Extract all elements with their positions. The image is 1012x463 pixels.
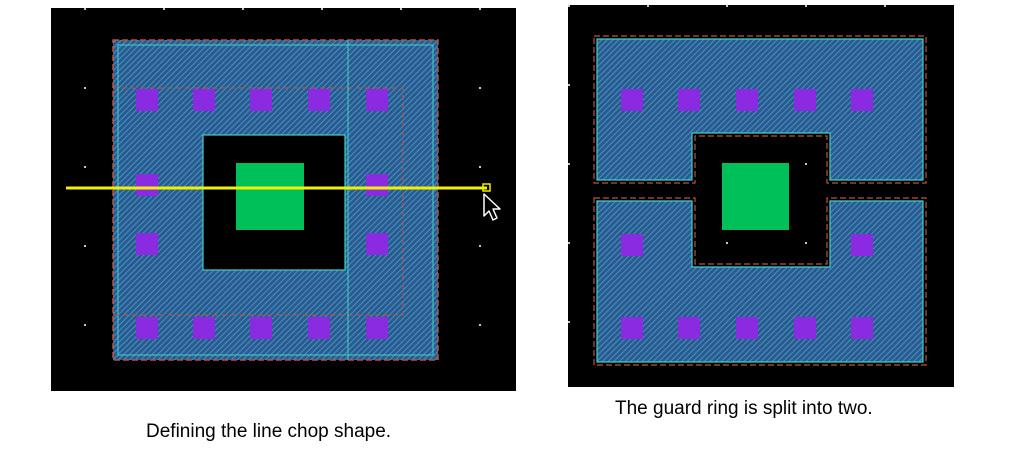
grid-dot bbox=[647, 5, 649, 7]
contact-square bbox=[193, 317, 215, 339]
contact-square bbox=[366, 89, 388, 111]
contact-square bbox=[136, 89, 158, 111]
layout-drawing-left bbox=[66, 8, 501, 361]
caption-left: Defining the line chop shape. bbox=[146, 421, 392, 442]
contact-square bbox=[794, 89, 816, 111]
grid-dot bbox=[805, 5, 807, 7]
contact-square bbox=[136, 317, 158, 339]
grid-dot bbox=[568, 242, 570, 244]
guard-ring-top-half bbox=[596, 38, 924, 181]
contact-square bbox=[794, 317, 816, 339]
grid-dot bbox=[805, 242, 807, 244]
layout-canvas-left[interactable] bbox=[51, 8, 516, 391]
grid-dot bbox=[84, 8, 86, 10]
contact-square bbox=[366, 174, 388, 196]
contact-square bbox=[193, 89, 215, 111]
guard-ring-top-half-outline bbox=[593, 35, 927, 184]
contact-square bbox=[678, 317, 700, 339]
center-block bbox=[236, 163, 304, 230]
grid-dot bbox=[163, 8, 165, 10]
center-block bbox=[722, 163, 789, 230]
layout-canvas-right[interactable] bbox=[568, 5, 954, 387]
contact-square bbox=[250, 317, 272, 339]
contact-square bbox=[851, 234, 873, 256]
contact-square bbox=[621, 89, 643, 111]
chop-line-endpoint-handle[interactable] bbox=[482, 183, 491, 192]
grid-dot bbox=[884, 5, 886, 7]
grid-dot bbox=[84, 87, 86, 89]
guard-ring-bottom-half-outline bbox=[593, 197, 927, 366]
guard-ring-shape bbox=[113, 40, 438, 360]
mouse-pointer-icon bbox=[483, 193, 501, 221]
grid-dot bbox=[479, 8, 481, 10]
guard-ring-outline-inner bbox=[117, 44, 434, 356]
contact-square bbox=[366, 233, 388, 255]
grid-dot bbox=[726, 5, 728, 7]
contact-square bbox=[308, 89, 330, 111]
contacts-left bbox=[136, 89, 388, 339]
contact-square bbox=[621, 234, 643, 256]
grid-dot bbox=[479, 87, 481, 89]
grid-dot bbox=[479, 324, 481, 326]
grid-dot bbox=[568, 321, 570, 323]
grid-dot bbox=[84, 245, 86, 247]
layout-drawing-right bbox=[568, 5, 927, 366]
contact-square bbox=[621, 317, 643, 339]
contact-square bbox=[136, 174, 158, 196]
contact-square bbox=[678, 89, 700, 111]
diffusion-outline-inner bbox=[112, 87, 404, 316]
contact-square bbox=[250, 89, 272, 111]
contact-square bbox=[736, 89, 758, 111]
grid-dot bbox=[321, 8, 323, 10]
grid-dot bbox=[805, 163, 807, 165]
grid-dot bbox=[242, 8, 244, 10]
contact-square bbox=[851, 89, 873, 111]
grid-dot bbox=[568, 163, 570, 165]
grid-dot bbox=[726, 242, 728, 244]
grid-dot bbox=[84, 324, 86, 326]
grid-dot bbox=[479, 245, 481, 247]
grid-dot bbox=[84, 166, 86, 168]
caption-right: The guard ring is split into two. bbox=[615, 398, 873, 419]
grid-dot bbox=[400, 8, 402, 10]
grid-dot bbox=[568, 5, 570, 7]
contact-square bbox=[851, 317, 873, 339]
contact-square bbox=[736, 317, 758, 339]
contact-square bbox=[366, 317, 388, 339]
contact-square bbox=[136, 233, 158, 255]
contacts-right bbox=[621, 89, 873, 339]
grid-dot bbox=[479, 166, 481, 168]
contact-square bbox=[308, 317, 330, 339]
grid-dot bbox=[568, 84, 570, 86]
